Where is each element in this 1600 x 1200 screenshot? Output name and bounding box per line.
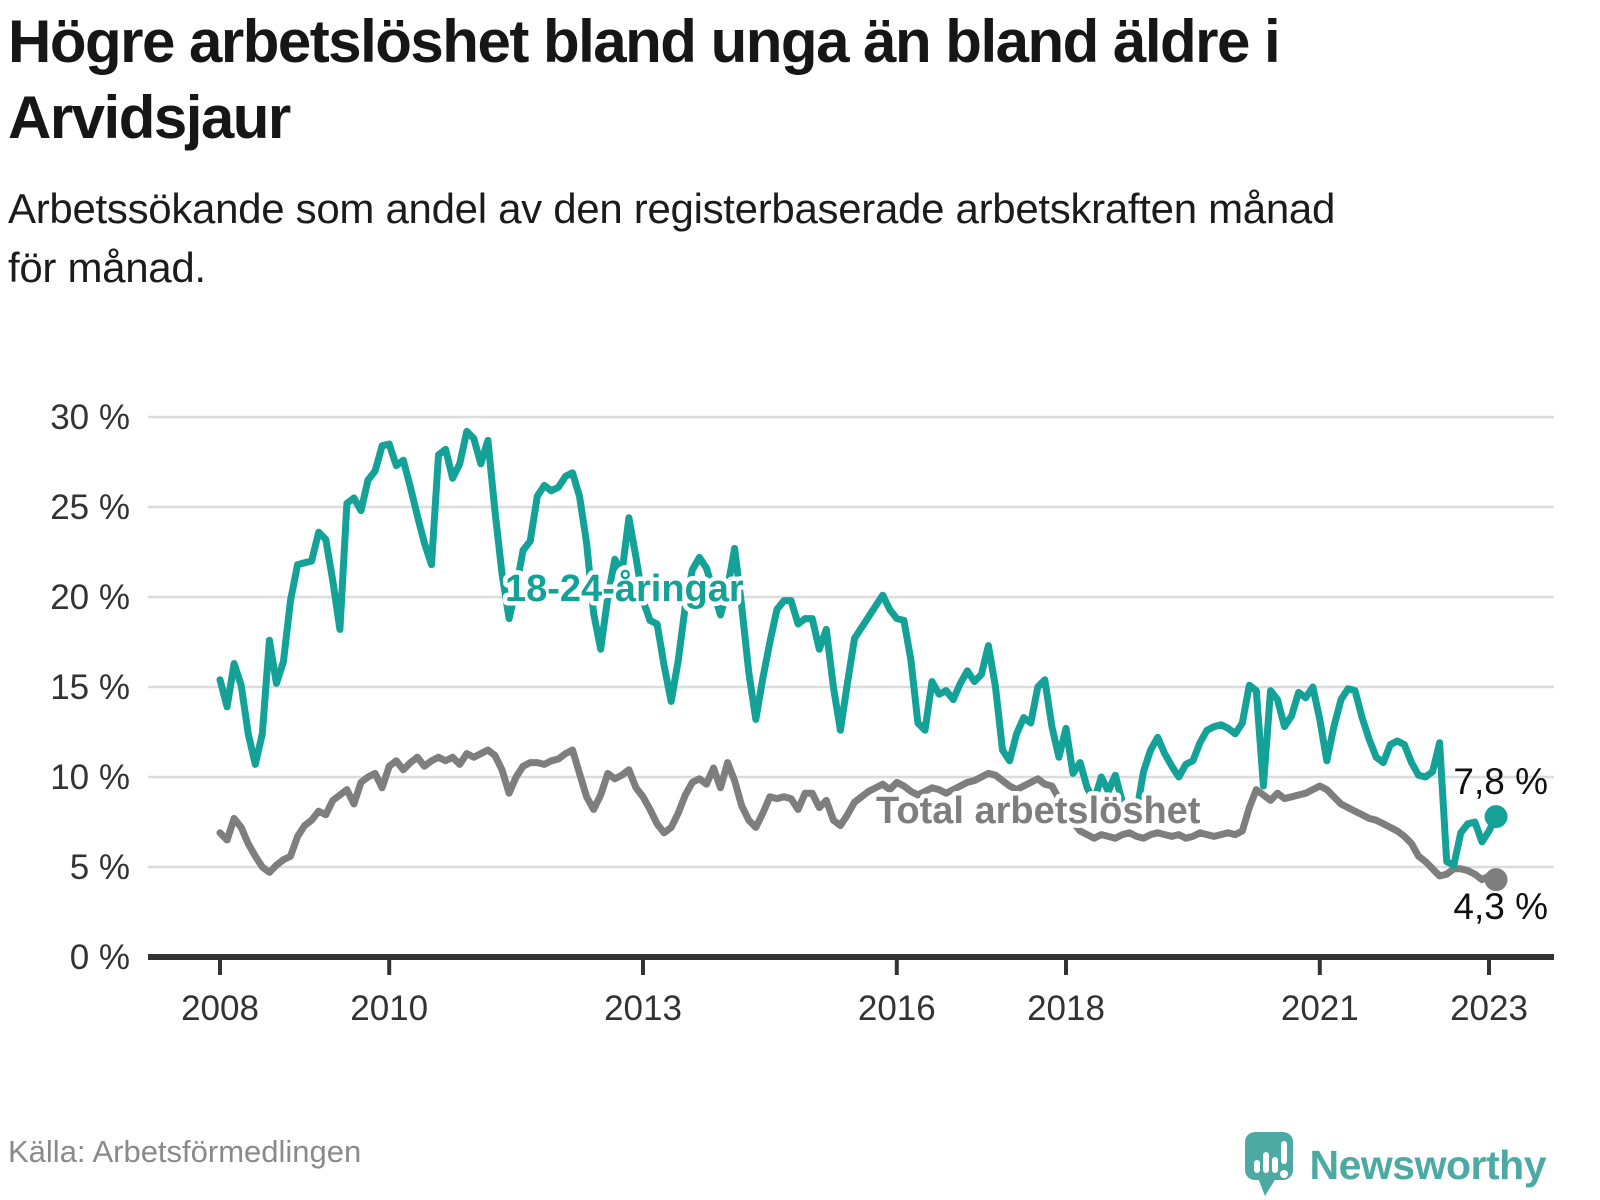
x-axis-tick-label: 2016 — [858, 989, 936, 1028]
chart-subtitle-line1: Arbetssökande som andel av den registerb… — [8, 185, 1336, 232]
newsworthy-logo-text: Newsworthy — [1309, 1141, 1547, 1188]
chart-title-line1: Högre arbetslöshet bland unga än bland ä… — [8, 8, 1281, 75]
chart-title: Högre arbetslöshet bland unga än bland ä… — [8, 4, 1281, 156]
y-axis-tick-label: 10 % — [50, 758, 130, 797]
y-axis-tick-label: 25 % — [50, 488, 130, 527]
newsworthy-bar-chart-pin-icon — [1244, 1132, 1293, 1196]
series-end-dot — [1484, 868, 1508, 892]
chart-subtitle: Arbetssökande som andel av den registerb… — [8, 180, 1335, 298]
series-end-value-label: 4,3 % — [1453, 886, 1548, 927]
series-end-dot — [1484, 805, 1508, 829]
y-axis-tick-label: 5 % — [70, 848, 130, 887]
chart-subtitle-line2: för månad. — [8, 243, 206, 291]
x-axis-tick-label: 2008 — [181, 989, 259, 1028]
x-axis-tick-label: 2023 — [1450, 989, 1528, 1028]
chart-title-line2: Arvidsjaur — [8, 84, 291, 152]
y-axis-tick-label: 0 % — [70, 938, 130, 977]
series-label: 18-24-åringar — [505, 568, 744, 610]
x-axis-tick-label: 2021 — [1281, 989, 1359, 1028]
x-axis-tick-label: 2013 — [604, 989, 682, 1028]
x-axis-tick-label: 2010 — [350, 989, 428, 1028]
x-axis-tick-label: 2018 — [1027, 989, 1105, 1028]
source-note: Källa: Arbetsförmedlingen — [8, 1134, 362, 1169]
y-axis-tick-label: 30 % — [50, 398, 130, 437]
series-end-value-label: 7,8 % — [1453, 761, 1548, 802]
series-label: Total arbetslöshet — [876, 790, 1201, 832]
series-line — [216, 427, 1500, 869]
series-line — [216, 746, 1500, 884]
newsworthy-logo: Newsworthy — [1244, 1132, 1547, 1198]
y-axis-tick-label: 20 % — [50, 578, 130, 617]
y-axis-tick-label: 15 % — [50, 668, 130, 707]
